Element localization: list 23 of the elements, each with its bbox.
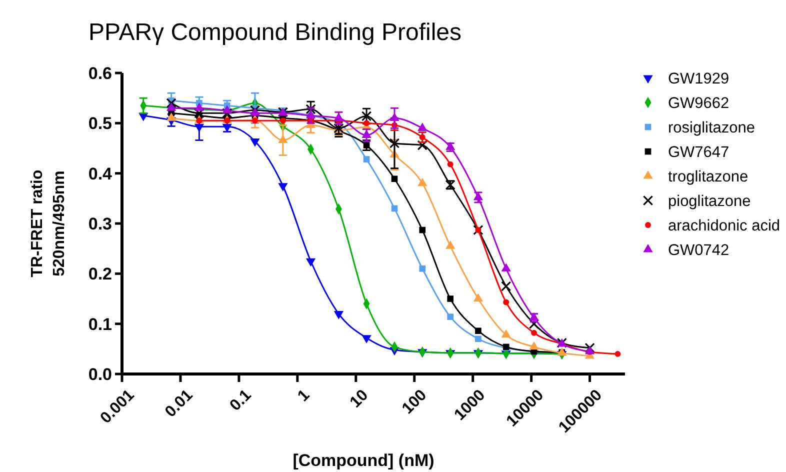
legend-label: GW1929 bbox=[668, 70, 730, 88]
legend-label: rosiglitazone bbox=[668, 119, 756, 136]
legend-label: troglitazone bbox=[668, 168, 748, 186]
legend-label: arachidonic acid bbox=[668, 217, 780, 234]
y-tick-label: 0.1 bbox=[88, 314, 112, 334]
x-tick-label: 1 bbox=[294, 386, 314, 406]
x-tick-label: 0.1 bbox=[226, 386, 255, 414]
legend-label: GW7647 bbox=[668, 144, 730, 161]
legend-label: GW0742 bbox=[668, 242, 730, 259]
y-tick-label: 0.4 bbox=[88, 164, 113, 184]
y-tick-label: 0.3 bbox=[88, 214, 112, 234]
chart-title: PPARγ Compound Binding Profiles bbox=[88, 19, 462, 46]
y-tick-label: 0.5 bbox=[88, 114, 112, 134]
legend-label: GW9662 bbox=[668, 94, 730, 112]
y-tick-label: 0.2 bbox=[88, 264, 112, 284]
x-tick-label: 0.01 bbox=[162, 386, 196, 421]
x-axis-title: [Compound] (nM) bbox=[292, 451, 434, 470]
x-tick-label: 10 bbox=[347, 386, 372, 412]
y-axis-title: TR-FRET ratio 520nm/495nm bbox=[29, 170, 68, 278]
y-tick-label: 0.6 bbox=[88, 64, 112, 83]
y-tick-label: 0.0 bbox=[88, 364, 112, 384]
x-tick-label: 100 bbox=[399, 386, 430, 418]
legend-label: pioglitazone bbox=[668, 192, 751, 210]
